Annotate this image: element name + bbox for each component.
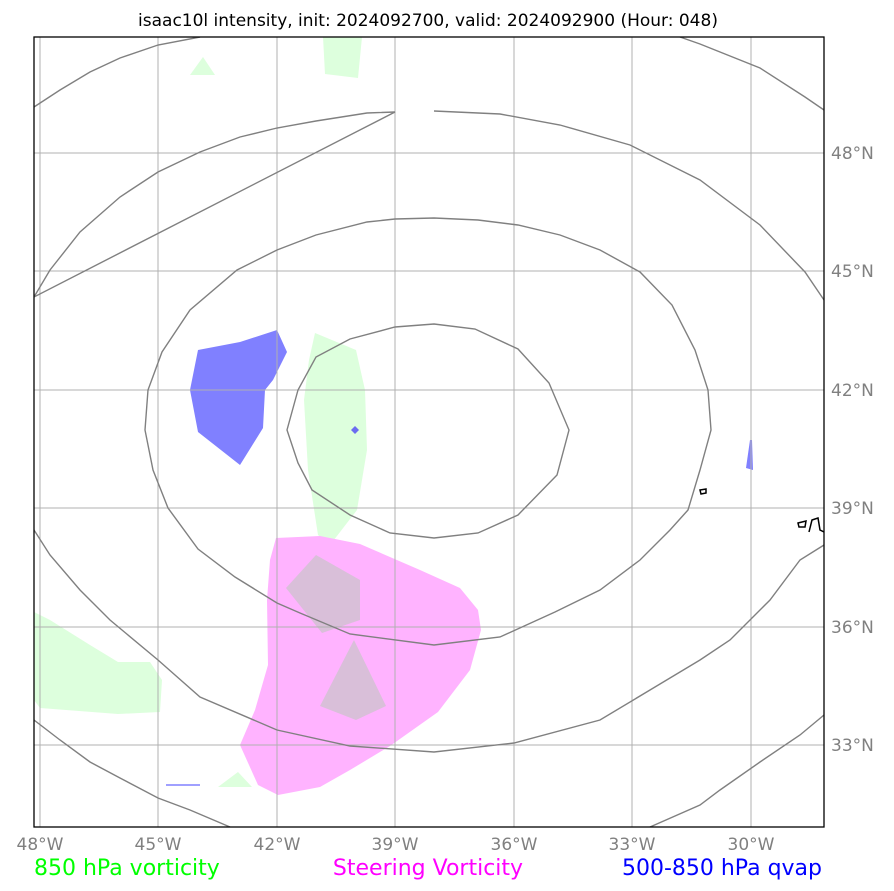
legend: 850 hPa vorticity Steering Vorticity 500… xyxy=(34,856,822,881)
coastline xyxy=(699,488,824,533)
contour-ring-3 xyxy=(34,110,824,753)
vorticity-850-region-west xyxy=(34,612,162,714)
legend-steering-vorticity: Steering Vorticity xyxy=(333,856,523,881)
lat-tick-label: 33°N xyxy=(831,736,874,756)
lon-tick-label: 39°W xyxy=(372,835,419,855)
vorticity-850-region-bottom xyxy=(218,772,252,787)
lat-tick-label: 36°N xyxy=(831,618,874,638)
coastline-islet-2 xyxy=(797,519,807,528)
steering-vorticity-layer xyxy=(240,536,481,795)
vorticity-850-region-center xyxy=(304,333,367,545)
contour-ring-2 xyxy=(144,217,712,646)
graticule xyxy=(34,37,824,827)
lon-tick-label: 45°W xyxy=(135,835,182,855)
lon-tick-label: 33°W xyxy=(609,835,656,855)
lon-tick-label: 36°W xyxy=(491,835,538,855)
lat-tick-label: 42°N xyxy=(831,381,874,401)
qvap-region-dot xyxy=(351,426,359,434)
map-title: isaac10l intensity, init: 2024092700, va… xyxy=(138,11,718,31)
legend-qvap: 500-850 hPa qvap xyxy=(622,856,822,881)
lon-tick-label: 42°W xyxy=(254,835,301,855)
lat-tick-labels: 48°N 45°N 42°N 39°N 36°N 33°N xyxy=(831,144,874,756)
contour-ring-1 xyxy=(286,323,570,539)
lat-tick-label: 45°N xyxy=(831,262,874,282)
qvap-region-west xyxy=(190,330,287,465)
overlap-region-lower xyxy=(320,640,386,720)
lon-tick-label: 48°W xyxy=(17,835,64,855)
vorticity-850-layer xyxy=(34,37,367,787)
plot-frame xyxy=(33,36,825,828)
contour-ring-4 xyxy=(34,37,824,827)
overlap-region-upper xyxy=(286,555,360,633)
contour-rings xyxy=(34,37,824,827)
vorticity-850-region-small xyxy=(190,57,215,75)
coastline-islet-3 xyxy=(808,517,824,533)
vorticity-850-region-top xyxy=(323,37,362,78)
map-content xyxy=(34,37,824,827)
lon-tick-labels: 48°W 45°W 42°W 39°W 36°W 33°W 30°W xyxy=(17,835,775,855)
lon-tick-label: 30°W xyxy=(728,835,775,855)
lat-tick-label: 39°N xyxy=(831,499,874,519)
legend-vorticity-850: 850 hPa vorticity xyxy=(34,856,220,881)
lat-tick-label: 48°N xyxy=(831,144,874,164)
coastline-islet-1 xyxy=(699,488,707,495)
